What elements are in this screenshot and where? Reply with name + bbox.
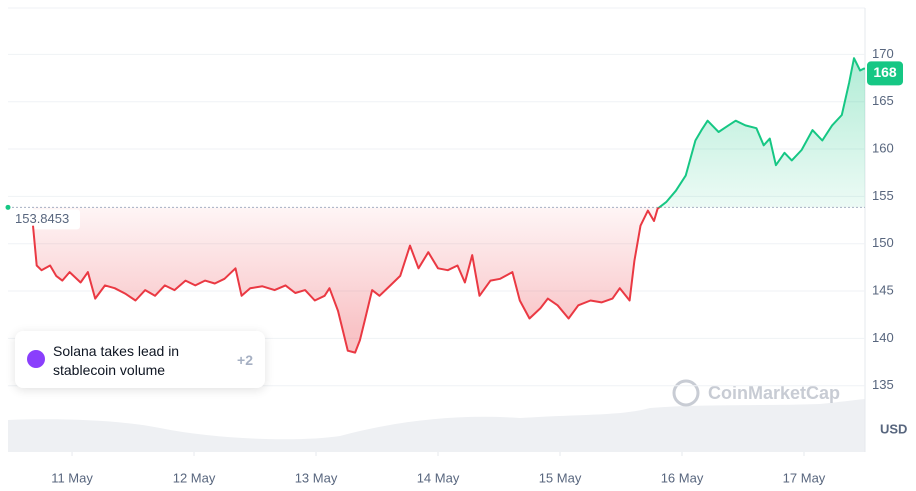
news-text: stablecoin volume [53, 362, 166, 378]
baseline-label-bg [12, 209, 80, 230]
news-card[interactable]: Solana takes lead in stablecoin volume +… [15, 331, 265, 388]
baseline-label: 153.8453 [15, 211, 69, 226]
y-tick-label: 140 [872, 330, 894, 345]
x-tick-label: 14 May [417, 470, 460, 485]
price-line [32, 57, 865, 354]
y-tick-label: 150 [872, 235, 894, 250]
area-fill [33, 58, 865, 353]
x-tick-label: 15 May [539, 470, 582, 485]
news-count: +2 [237, 352, 253, 368]
news-icon [27, 350, 45, 368]
y-unit: USD [880, 421, 907, 436]
x-tick-label: 16 May [661, 470, 704, 485]
baseline-dot [5, 204, 11, 210]
x-tick-label: 11 May [51, 470, 93, 485]
volume-area [8, 399, 865, 452]
x-tick-label: 13 May [295, 470, 338, 485]
y-tick-label: 165 [872, 93, 894, 108]
y-tick-label: 145 [872, 282, 894, 297]
news-text: Solana takes lead in [53, 343, 180, 359]
watermark-logo [672, 379, 700, 407]
y-tick-label: 155 [872, 188, 894, 203]
y-tick-label: 170 [872, 46, 894, 61]
price-badge-label: 168 [873, 64, 897, 80]
y-tick-label: 160 [872, 140, 894, 155]
y-tick-label: 135 [872, 377, 894, 392]
x-tick-label: 12 May [173, 470, 216, 485]
x-tick-label: 17 May [783, 470, 826, 485]
price-badge [867, 61, 903, 86]
watermark: CoinMarketCap [708, 383, 840, 403]
